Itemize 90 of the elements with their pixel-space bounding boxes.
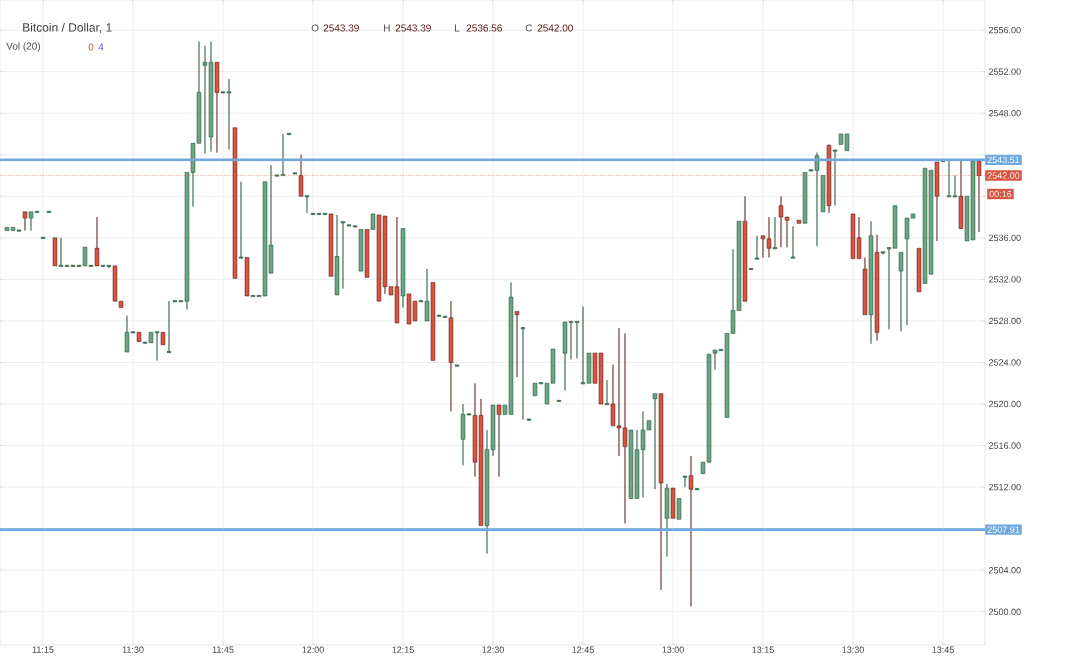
annotation: 2542.00 — [537, 24, 573, 32]
candlestick — [136, 332, 142, 342]
text: Bitcoin / Dollar, 1 — [23, 22, 112, 34]
candlestick — [292, 172, 298, 175]
candlestick — [682, 475, 688, 488]
candlestick — [796, 219, 802, 224]
x-tick-label: 13:15 — [752, 646, 774, 653]
candlestick — [160, 332, 166, 346]
candlestick — [880, 251, 886, 255]
y-tick-label: 2500.00 — [988, 608, 1021, 615]
y-tick-label: 2536.00 — [988, 234, 1021, 242]
candlestick — [604, 379, 610, 405]
y-tick-label: 2548.00 — [988, 110, 1021, 117]
candlestick — [868, 220, 874, 345]
candlestick — [514, 311, 520, 378]
annotation: 0 — [88, 43, 94, 51]
candlestick — [898, 252, 904, 332]
candlestick — [244, 257, 250, 297]
x-tick-label: 13:30 — [842, 646, 864, 653]
annotation: O — [311, 24, 319, 32]
candlestick — [46, 210, 52, 213]
candlestick — [40, 236, 46, 239]
y-tick-label: 2552.00 — [988, 68, 1021, 75]
ref-line-label: 2543.51 — [987, 156, 1020, 164]
x-tick-label: 13:45 — [932, 646, 954, 653]
candlestick — [238, 181, 244, 259]
candlestick — [664, 483, 670, 557]
candlestick — [448, 300, 454, 412]
y-tick-label: 2532.00 — [988, 276, 1021, 283]
y-tick-label: 2512.00 — [988, 483, 1021, 491]
candlestick — [526, 418, 532, 421]
candlestick — [820, 175, 826, 213]
candlestick — [520, 327, 526, 420]
ref-line-label: 2507.91 — [987, 526, 1020, 533]
x-tick-label: 11:30 — [122, 646, 144, 653]
y-tick-label: 2556.00 — [988, 26, 1021, 34]
candlestick — [658, 393, 664, 591]
y-tick-label: 2520.00 — [988, 400, 1021, 408]
text: 00:16 — [989, 190, 1012, 198]
x-tick-label: 12:30 — [482, 646, 504, 653]
annotation: H — [384, 24, 390, 32]
annotation: C — [525, 24, 533, 32]
candlestick — [802, 172, 808, 224]
candlestick — [790, 226, 796, 259]
y-tick-label: 2528.00 — [988, 317, 1021, 325]
y-tick-label: 2504.00 — [988, 567, 1021, 574]
candlestick — [364, 229, 370, 278]
candlestick — [742, 195, 748, 302]
candlestick — [754, 235, 760, 260]
candlestick — [916, 247, 922, 293]
x-tick-label: 12:00 — [302, 646, 324, 653]
candlestick — [832, 149, 838, 206]
annotation: L — [455, 24, 460, 32]
x-tick-label: 12:45 — [572, 646, 594, 653]
candlestick — [772, 216, 778, 250]
ref-line-label: 2542.00 — [987, 172, 1020, 179]
candlestick — [340, 220, 346, 290]
candlestick — [370, 213, 376, 230]
x-tick-label: 13:00 — [662, 646, 684, 653]
x-tick-label: 11:45 — [212, 646, 234, 653]
candlestick — [400, 228, 406, 308]
candlestick — [430, 282, 436, 361]
candlestick — [22, 211, 28, 231]
candlestick — [328, 213, 334, 277]
candlestick — [496, 404, 502, 478]
candlestick — [166, 300, 172, 354]
x-tick-label: 11:15 — [32, 646, 54, 653]
candlestick — [214, 62, 220, 153]
candlestick — [862, 257, 868, 315]
candlestick — [556, 399, 562, 402]
annotation: 2543.39 — [395, 24, 431, 32]
candlestick — [688, 455, 694, 607]
candlestick — [358, 229, 364, 272]
annotation: 4 — [98, 43, 104, 51]
candlestick — [676, 498, 682, 520]
annotation: 2543.39 — [323, 24, 359, 32]
candlestick — [652, 393, 658, 490]
candlestick — [670, 487, 676, 519]
y-tick-label: 2516.00 — [988, 442, 1021, 449]
y-tick-label: 2524.00 — [988, 359, 1021, 366]
candlestick — [454, 364, 460, 367]
annotation: Vol (20) — [6, 42, 41, 52]
candlestick — [694, 488, 700, 491]
candlestick — [52, 237, 58, 267]
candlestick — [334, 214, 340, 296]
candlestick — [94, 216, 100, 267]
annotation: 2536.56 — [466, 24, 502, 32]
candlestick — [874, 234, 880, 341]
candlestick — [304, 195, 310, 214]
x-tick-label: 12:15 — [392, 646, 414, 653]
